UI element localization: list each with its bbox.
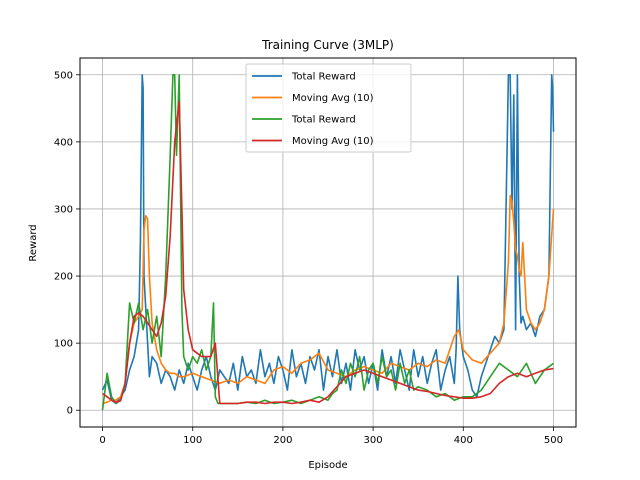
x-tick-label: 100 [183, 435, 202, 446]
ticks-layer: 0 100 200 300 400 500 0 100 200 300 400 500 [54, 70, 563, 446]
y-tick-label: 400 [54, 137, 73, 148]
x-tick-label: 500 [544, 435, 563, 446]
series-line-3 [101, 74, 554, 411]
legend-label-2: Moving Avg (10) [292, 93, 374, 104]
chart-title: Training Curve (3MLP) [261, 38, 394, 52]
legend-label-4: Moving Avg (10) [292, 136, 374, 147]
legend-items: Total Reward Moving Avg (10) Total Reward M… [252, 72, 374, 147]
series-line-2 [102, 194, 555, 405]
legend-label-1: Total Reward [291, 72, 356, 83]
series-line-4 [102, 100, 554, 405]
x-axis-label: Episode [308, 460, 347, 471]
y-tick-label: 500 [54, 70, 73, 81]
x-tick-label: 0 [99, 435, 105, 446]
series-layer [101, 74, 555, 411]
y-tick-label: 100 [54, 339, 73, 350]
y-tick-label: 200 [54, 272, 73, 283]
legend-box [245, 63, 412, 153]
y-axis-label: Reward [28, 224, 39, 261]
y-tick-label: 0 [67, 406, 73, 417]
y-tick-label: 300 [54, 204, 73, 215]
plot-frame [79, 57, 577, 428]
legend: Total Reward Moving Avg (10) Total Reward M… [245, 63, 412, 153]
x-tick-label: 200 [273, 435, 292, 446]
legend-label-3: Total Reward [291, 115, 356, 126]
x-tick-label: 300 [364, 435, 383, 446]
x-tick-label: 400 [454, 435, 473, 446]
